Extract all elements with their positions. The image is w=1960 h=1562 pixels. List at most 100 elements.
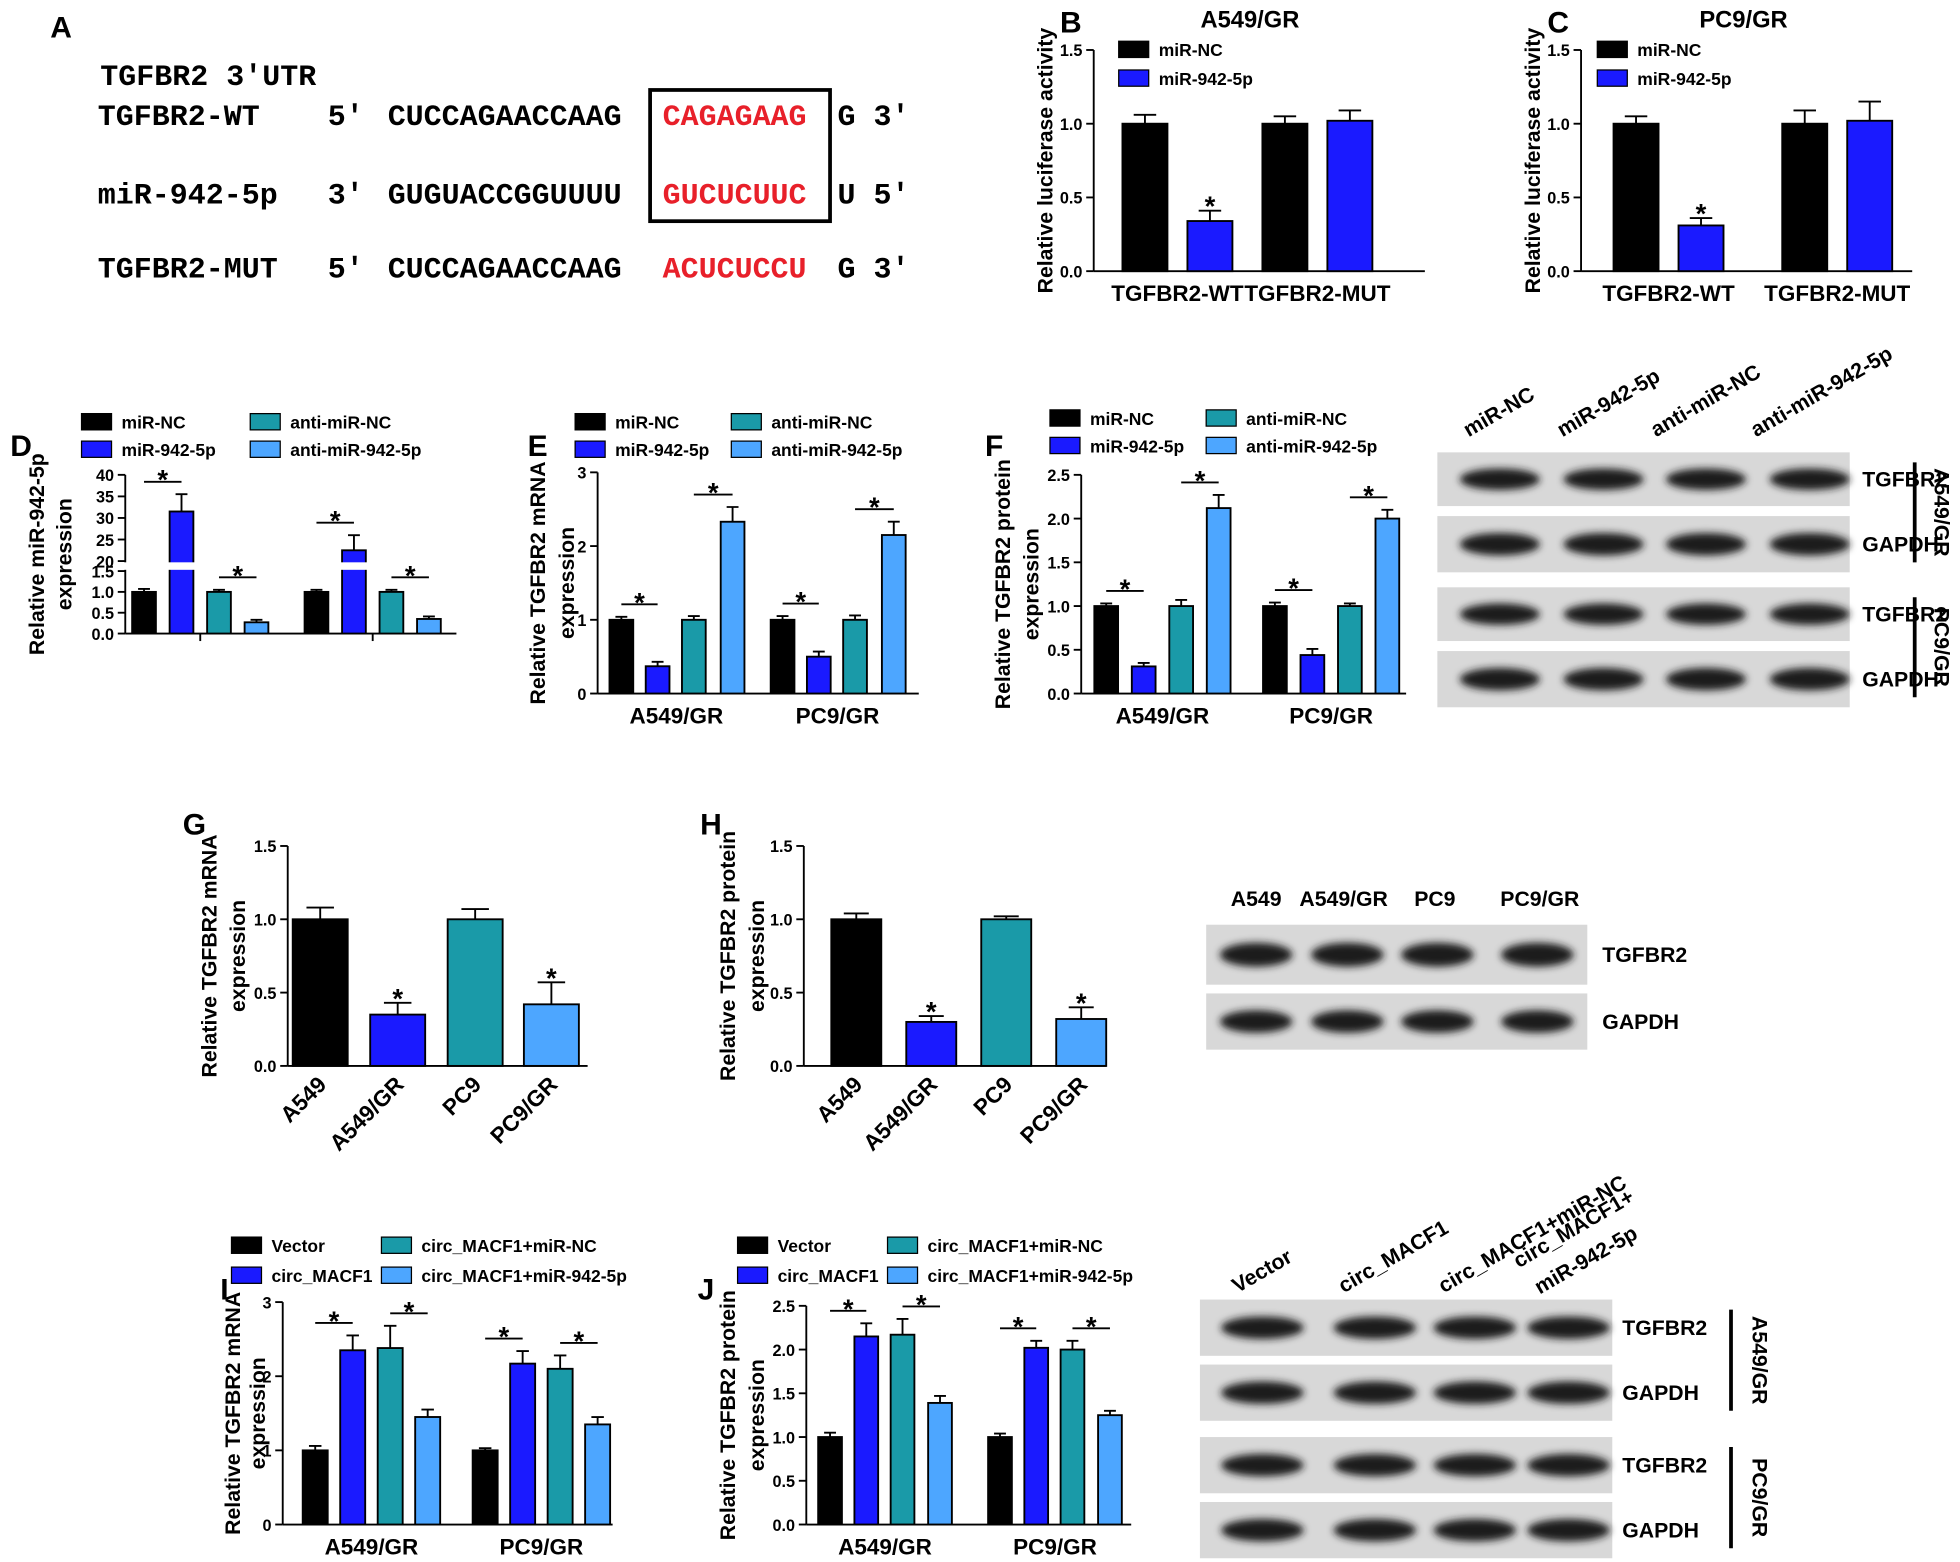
panel-label: B <box>1060 6 1082 39</box>
error-bar <box>896 1318 909 1335</box>
blot-group-label: PC9/GR <box>1747 1458 1771 1537</box>
bar <box>369 1013 427 1067</box>
error-bar <box>1858 100 1881 121</box>
blot-row-label: TGFBR2 <box>1622 1316 1707 1340</box>
blot-band <box>1219 1010 1293 1033</box>
y-tick-label: 0.5 <box>772 1473 795 1491</box>
blot-row-label: TGFBR2 <box>1862 603 1947 627</box>
legend-swatch <box>886 1236 919 1254</box>
error-bar <box>687 615 700 620</box>
bar <box>1299 654 1326 695</box>
bar <box>1059 1348 1086 1526</box>
bar <box>546 1367 574 1526</box>
bar <box>1168 605 1194 695</box>
bar <box>584 1423 612 1526</box>
legend-label: miR-942-5p <box>1637 69 1731 89</box>
y-axis-label: expression <box>226 900 250 1012</box>
y-tick-label: 0 <box>577 686 586 704</box>
y-tick-label: 20 <box>96 553 114 571</box>
axis-break <box>120 562 457 570</box>
blot-column-label: PC9/GR <box>1500 887 1579 911</box>
y-tick-label: 1.5 <box>1547 42 1570 60</box>
y-tick-label: 0.0 <box>770 1058 793 1076</box>
legend-swatch <box>80 440 113 458</box>
blot-band <box>1769 468 1850 490</box>
y-tick-label: 0.0 <box>1047 686 1070 704</box>
x-tick-label: PC9/GR <box>1015 1072 1092 1149</box>
binding-box <box>648 88 832 224</box>
x-tick-label: TGFBR2-WT <box>1111 281 1244 306</box>
bar <box>1337 605 1363 695</box>
bar <box>853 1335 880 1526</box>
error-bar <box>615 615 628 620</box>
legend-label: miR-NC <box>1090 409 1154 429</box>
legend-swatch <box>249 412 281 431</box>
error-bar <box>1066 1339 1079 1350</box>
y-axis-label: Relative TGFBR2 protein <box>991 459 1015 709</box>
error-bar <box>1338 109 1362 121</box>
y-axis-label: Relative TGFBR2 mRNA <box>526 461 550 704</box>
x-tick-label: A549/GR <box>838 1535 932 1560</box>
x-tick-label: PC9/GR <box>1013 1535 1097 1560</box>
blot-row-label: GAPDH <box>1862 668 1939 692</box>
sequence: GUGUACCGGUUUU <box>388 180 622 214</box>
error-bar <box>1030 1339 1043 1348</box>
y-tick-label: 1 <box>262 1443 271 1461</box>
blot-band <box>1769 603 1850 625</box>
sequence-end: 5' <box>328 101 364 135</box>
blot-band <box>1527 1453 1610 1477</box>
error-bar <box>1624 115 1648 124</box>
blot-group-label: A549/GR <box>1747 1316 1771 1405</box>
binding-site: ACUCUCCU <box>663 253 807 287</box>
blot-band <box>1501 1010 1574 1033</box>
blot-band <box>1501 942 1574 967</box>
error-bar <box>383 1001 412 1015</box>
y-tick-label: 2 <box>262 1368 271 1386</box>
sequence-name: TGFBR2-WT <box>98 101 260 135</box>
blot-band <box>1666 532 1747 556</box>
y-tick-label: 30 <box>96 510 114 528</box>
bar <box>206 590 232 635</box>
sequence-end: 3' <box>328 180 364 214</box>
legend-swatch <box>1049 409 1081 427</box>
blot-band <box>1221 1518 1304 1542</box>
error-bar <box>553 1354 567 1369</box>
blot-band <box>1563 603 1644 625</box>
blot-band <box>1666 603 1747 625</box>
x-tick-label: A549 <box>276 1072 332 1128</box>
x-tick-label: PC9/GR <box>500 1535 584 1560</box>
error-bar <box>1273 115 1297 124</box>
error-bar <box>478 1447 492 1451</box>
y-tick-label: 3 <box>577 465 586 483</box>
y-tick-label: 1.5 <box>1060 42 1083 60</box>
panel-label: I <box>220 1274 228 1307</box>
legend-label: anti-miR-NC <box>1246 409 1347 429</box>
y-axis-label: expression <box>53 498 77 610</box>
legend-label: anti-miR-942-5p <box>771 440 902 460</box>
bar <box>1326 119 1374 273</box>
error-bar <box>1104 1409 1116 1416</box>
significance: * <box>232 560 243 591</box>
bar <box>769 618 796 695</box>
blot-band <box>1563 468 1644 490</box>
bar <box>1846 119 1894 273</box>
legend-swatch <box>230 1266 263 1284</box>
x-tick-label: A549/GR <box>1116 704 1210 729</box>
y-tick-label: 0.5 <box>770 985 793 1003</box>
x-tick-label: A549/GR <box>629 704 723 729</box>
y-tick-label: 1.0 <box>772 1429 795 1447</box>
bar <box>1612 122 1660 273</box>
y-axis-label: expression <box>246 1357 270 1469</box>
y-tick-label: 1.0 <box>91 584 114 602</box>
y-tick-label: 0.0 <box>772 1517 795 1535</box>
y-tick-label: 0.5 <box>91 605 114 623</box>
sequence: CUCCAGAACCAAG <box>388 253 622 287</box>
legend-swatch <box>736 1236 769 1254</box>
bar <box>719 520 746 695</box>
error-bar <box>306 906 334 920</box>
blot-band <box>1666 468 1747 490</box>
bar <box>1374 517 1401 695</box>
y-axis-label: expression <box>555 527 579 639</box>
legend-swatch <box>1049 436 1081 455</box>
blot-group-label: A549/GR <box>1930 468 1954 557</box>
